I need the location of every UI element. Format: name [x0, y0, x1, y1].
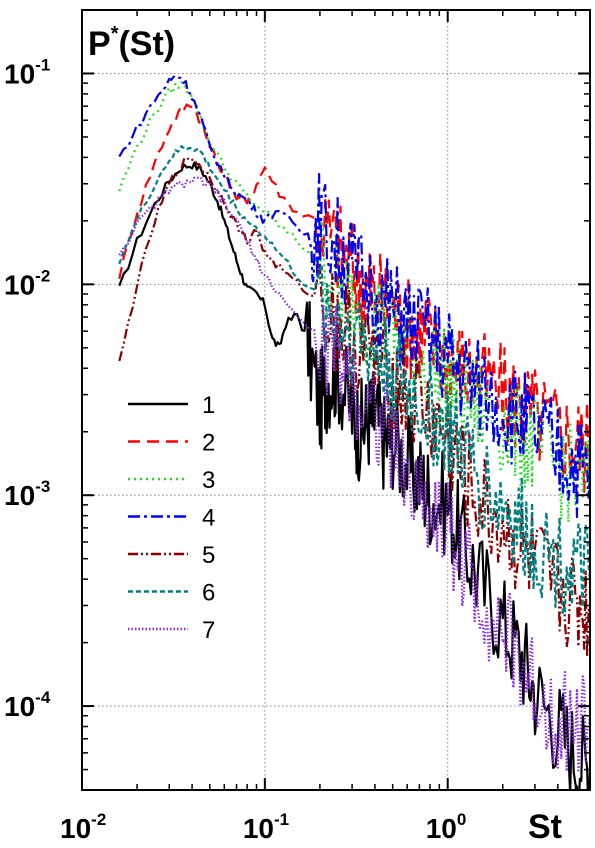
- y-tick-label: 10-3: [4, 477, 50, 511]
- grid: [82, 10, 590, 790]
- y-tick-label: 10-4: [4, 688, 51, 722]
- y-tick-label: 10-2: [4, 266, 50, 300]
- legend: 1 2 3 4 5 6 7: [128, 392, 215, 644]
- legend-label-7: 7: [202, 617, 215, 644]
- legend-label-3: 3: [202, 467, 215, 494]
- tick-labels: 10-2 10-1 100 10-1 10-2 10-3 10-4: [4, 55, 467, 844]
- legend-label-4: 4: [202, 505, 215, 532]
- y-tick-label: 10-1: [4, 55, 50, 89]
- y-axis-title: P*(St): [88, 23, 175, 63]
- legend-label-5: 5: [202, 542, 215, 569]
- series-layer: [118, 74, 590, 790]
- legend-label-6: 6: [202, 580, 215, 607]
- x-tick-label: 10-2: [60, 810, 106, 843]
- series-6-line: [118, 145, 590, 616]
- plot-frame: [81, 9, 591, 791]
- x-axis-title: St: [528, 808, 562, 843]
- x-tick-label: 10-1: [243, 810, 289, 843]
- series-4-line: [118, 74, 590, 519]
- series-7-line: [118, 176, 590, 774]
- series-1-line: [118, 161, 590, 790]
- x-tick-label: 100: [426, 810, 467, 843]
- legend-label-2: 2: [202, 430, 215, 457]
- legend-label-1: 1: [202, 392, 215, 419]
- ticks: [81, 10, 590, 790]
